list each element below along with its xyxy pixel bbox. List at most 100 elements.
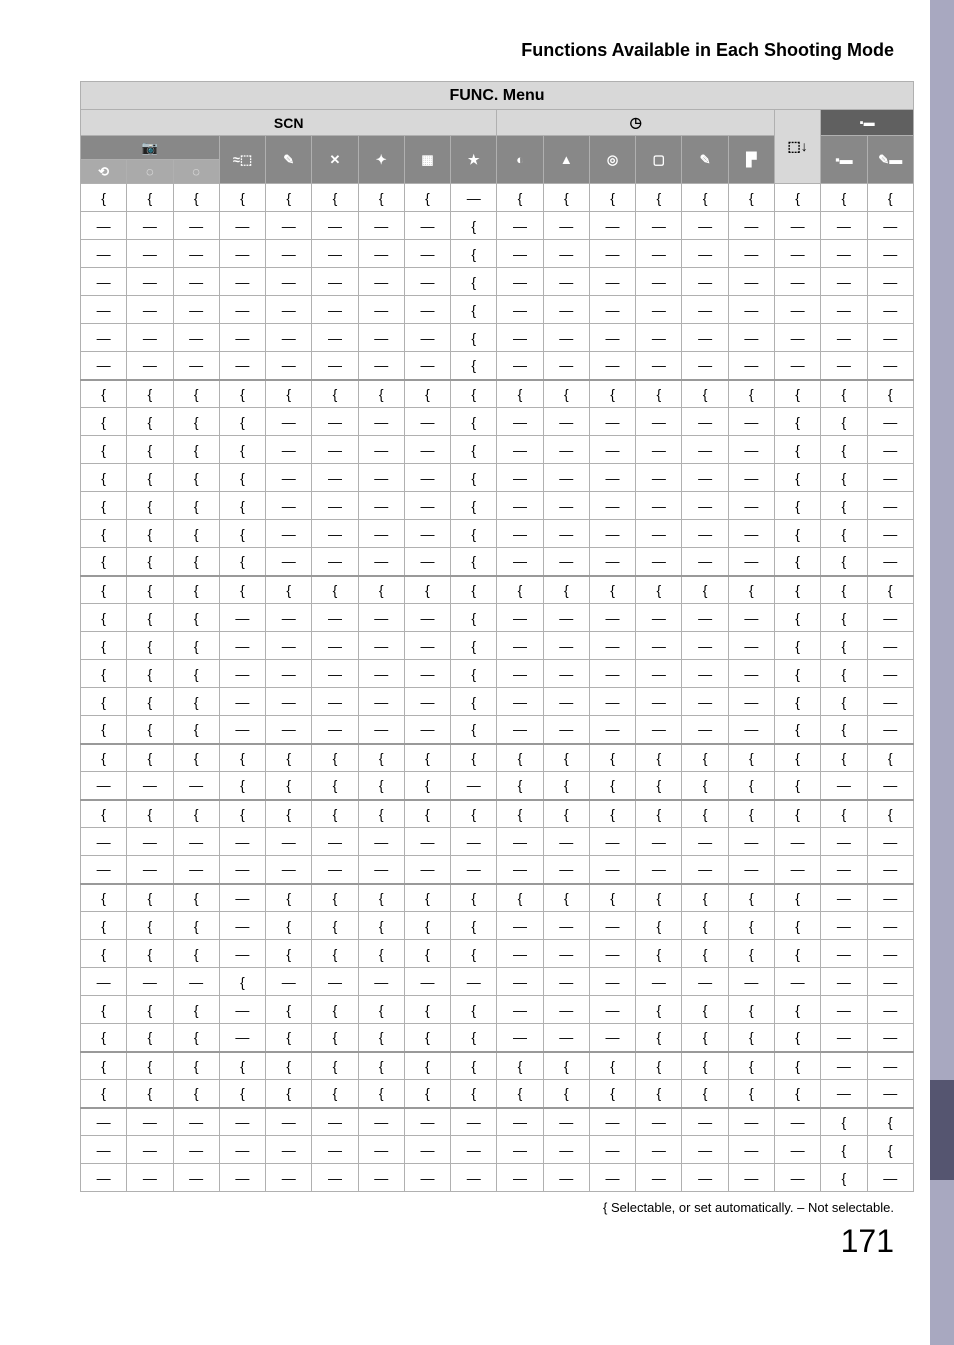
table-cell: — (404, 856, 450, 884)
table-cell: — (867, 912, 913, 940)
table-cell: — (312, 548, 358, 576)
table-cell: — (636, 604, 682, 632)
table-cell: { (774, 996, 820, 1024)
table-cell: { (682, 576, 728, 604)
table-cell: — (312, 660, 358, 688)
table-cell: { (821, 632, 867, 660)
table-cell: { (497, 884, 543, 912)
table-cell: — (219, 716, 265, 744)
table-cell: { (173, 492, 219, 520)
table-cell: { (404, 884, 450, 912)
table-cell: { (404, 380, 450, 408)
table-cell: { (81, 996, 127, 1024)
page-title: Functions Available in Each Shooting Mod… (0, 0, 954, 81)
table-cell: — (81, 212, 127, 240)
table-cell: — (173, 968, 219, 996)
table-cell: — (219, 212, 265, 240)
table-cell: { (821, 716, 867, 744)
table-cell: { (404, 184, 450, 212)
table-cell: — (821, 828, 867, 856)
table-cell: — (636, 716, 682, 744)
table-cell: — (173, 1108, 219, 1136)
table-cell: { (266, 184, 312, 212)
table-row: {{{{————{——————{{— (81, 492, 914, 520)
table-cell: { (774, 436, 820, 464)
table-cell: — (266, 660, 312, 688)
table-cell: — (682, 1108, 728, 1136)
table-cell: { (173, 548, 219, 576)
table-cell: { (127, 688, 173, 716)
table-cell: — (682, 296, 728, 324)
table-cell: — (774, 828, 820, 856)
table-cell: — (589, 1164, 635, 1192)
table-cell: — (81, 324, 127, 352)
table-cell: — (266, 212, 312, 240)
table-cell: { (821, 1136, 867, 1164)
table-cell: — (728, 492, 774, 520)
table-cell: { (636, 184, 682, 212)
table-row: {{{{{{{{{{{{{{{{—— (81, 1052, 914, 1080)
table-cell: — (404, 296, 450, 324)
table-cell: { (81, 632, 127, 660)
table-cell: { (589, 1080, 635, 1108)
table-cell: { (821, 660, 867, 688)
table-cell: { (867, 184, 913, 212)
table-cell: — (636, 1164, 682, 1192)
table-cell: { (312, 884, 358, 912)
table-cell: { (682, 940, 728, 968)
table-cell: { (543, 744, 589, 772)
table-cell: { (173, 520, 219, 548)
table-cell: — (543, 436, 589, 464)
table-row: ————————{————————— (81, 268, 914, 296)
table-cell: { (451, 1052, 497, 1080)
table-cell: — (774, 324, 820, 352)
table-cell: — (682, 324, 728, 352)
table-cell: — (543, 996, 589, 1024)
table-cell: { (636, 1080, 682, 1108)
table-cell: { (636, 744, 682, 772)
table-cell: { (173, 380, 219, 408)
table-cell: { (266, 744, 312, 772)
table-cell: — (127, 1108, 173, 1136)
table-cell: — (497, 296, 543, 324)
table-cell: { (127, 576, 173, 604)
table-cell: — (867, 632, 913, 660)
table-cell: — (497, 632, 543, 660)
table-cell: — (821, 296, 867, 324)
table-cell: { (404, 800, 450, 828)
table-cell: — (219, 296, 265, 324)
table-cell: — (821, 1024, 867, 1052)
table-cell: — (497, 1108, 543, 1136)
table-cell: { (497, 380, 543, 408)
table-cell: { (589, 576, 635, 604)
table-cell: — (358, 1136, 404, 1164)
table-cell: — (219, 660, 265, 688)
table-cell: — (497, 408, 543, 436)
table-row: ————————————————{{ (81, 1136, 914, 1164)
table-cell: — (404, 436, 450, 464)
table-cell: { (497, 184, 543, 212)
table-cell: — (821, 996, 867, 1024)
table-cell: — (589, 828, 635, 856)
table-cell: { (774, 660, 820, 688)
table-cell: { (682, 1052, 728, 1080)
table-cell: — (358, 240, 404, 268)
table-cell: — (173, 268, 219, 296)
table-cell: — (81, 268, 127, 296)
table-cell: { (451, 408, 497, 436)
table-row: {{{{{{{{{{{{{{{{—— (81, 1080, 914, 1108)
table-cell: — (497, 436, 543, 464)
table-cell: — (682, 716, 728, 744)
table-cell: — (451, 184, 497, 212)
table-cell: — (821, 268, 867, 296)
table-cell: — (867, 884, 913, 912)
table-cell: { (451, 492, 497, 520)
table-cell: — (589, 492, 635, 520)
icon-c4: ≈⬚ (219, 136, 265, 184)
table-cell: — (682, 856, 728, 884)
table-cell: { (81, 464, 127, 492)
table-cell: { (451, 884, 497, 912)
table-cell: { (821, 688, 867, 716)
table-cell: — (312, 296, 358, 324)
table-cell: — (358, 604, 404, 632)
